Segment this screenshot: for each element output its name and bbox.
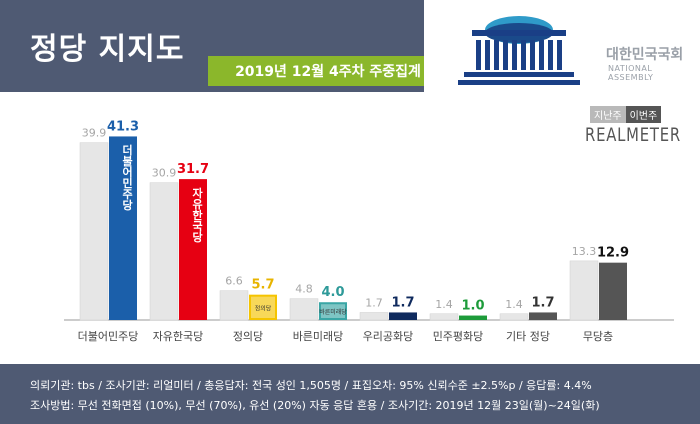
page-title: 정당 지지도 [30, 32, 185, 67]
data-label-this-week: 41.3 [107, 119, 139, 134]
category-tick-label: 우리공화당 [363, 330, 414, 343]
category-tick-label: 자유한국당 [153, 330, 204, 343]
assembly-name: 대한민국국회 [606, 47, 684, 63]
data-label-prev-week: 1.7 [365, 296, 383, 309]
bar-prev-week [499, 313, 529, 321]
party-logo-text: 바른미래당 [319, 308, 347, 316]
survey-period-badge: 2019년 12월 4주차 주중집계 [208, 56, 448, 86]
data-label-this-week: 1.0 [461, 299, 484, 314]
category-tick-label: 더불어민주당 [78, 330, 139, 343]
realmeter-logo: REALMETER [585, 124, 681, 146]
data-label-prev-week: 30.9 [152, 167, 177, 180]
data-label-prev-week: 13.3 [572, 245, 597, 258]
header-bar: 정당 지지도 2019년 12월 4주차 주중집계 대한민국국회 NATIONA… [0, 0, 700, 92]
category-tick-label: 민주평화당 [433, 330, 484, 343]
bar-this-week [109, 136, 137, 320]
data-label-this-week: 1.7 [531, 295, 554, 310]
bar-prev-week [219, 290, 249, 321]
bar-prev-week [569, 260, 599, 321]
bar-prev-week [359, 312, 389, 321]
party-logo-text: 자유한국당 [191, 186, 204, 243]
data-label-this-week: 1.7 [391, 295, 414, 310]
party-logo-box [251, 296, 275, 318]
data-label-this-week: 12.9 [597, 246, 629, 261]
assembly-building-icon [458, 16, 580, 85]
footer-notes: 의뢰기관: tbs / 조사기관: 리얼미터 / 총응답자: 전국 성인 1,5… [0, 364, 700, 424]
bar-this-week [319, 302, 347, 320]
data-label-prev-week: 1.4 [505, 298, 523, 311]
party-logo-text: 더불어민주당 [121, 143, 134, 211]
party-logo-text: 정의당 [255, 304, 272, 312]
footer-line-1: 의뢰기관: tbs / 조사기관: 리얼미터 / 총응답자: 전국 성인 1,5… [30, 379, 592, 392]
bar-this-week [459, 315, 487, 320]
data-label-prev-week: 6.6 [225, 275, 243, 288]
data-label-prev-week: 1.4 [435, 298, 453, 311]
data-label-this-week: 31.7 [177, 162, 209, 177]
data-label-prev-week: 4.8 [295, 283, 313, 296]
bar-this-week [179, 179, 207, 320]
data-label-prev-week: 39.9 [82, 127, 107, 140]
assembly-name-en: NATIONAL ASSEMBLY [608, 64, 654, 82]
category-tick-label: 정의당 [233, 330, 263, 343]
bar-this-week [529, 312, 557, 320]
bar-this-week [249, 294, 277, 320]
bar-prev-week [289, 298, 319, 321]
data-label-this-week: 4.0 [321, 285, 344, 300]
legend: 지난주 이번주 [590, 106, 662, 123]
bar-prev-week [79, 142, 109, 321]
legend-prev-week: 지난주 [590, 106, 626, 123]
category-tick-label: 바른미래당 [293, 330, 344, 343]
party-logo-box [321, 304, 345, 318]
footer-line-2: 조사방법: 무선 전화면접 (10%), 무선 (70%), 유선 (20%) … [30, 399, 600, 412]
bar-prev-week [429, 313, 459, 321]
data-label-this-week: 5.7 [251, 278, 274, 293]
bar-this-week [599, 262, 627, 320]
assembly-panel [424, 0, 700, 92]
category-tick-label: 기타 정당 [506, 330, 550, 343]
bar-this-week [389, 312, 417, 320]
bar-prev-week [149, 182, 179, 321]
category-tick-label: 무당층 [583, 330, 613, 343]
legend-this-week: 이번주 [625, 106, 662, 123]
